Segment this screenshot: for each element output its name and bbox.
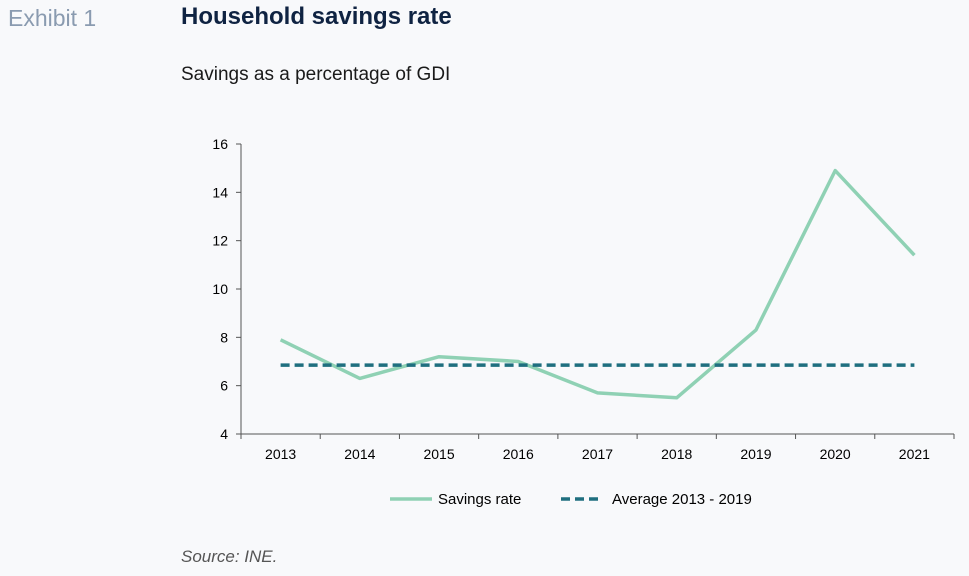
y-tick-label: 10 bbox=[212, 281, 228, 297]
chart-axes: 4 6 8 10 12 14 16 2013 2014 2015 2016 2017 2018 2019 2… bbox=[212, 136, 955, 462]
x-tick-label: 2017 bbox=[582, 446, 613, 462]
y-tick-label: 6 bbox=[220, 378, 228, 394]
chart-legend: Savings rate Average 2013 - 2019 bbox=[390, 491, 752, 508]
chart-series bbox=[279, 168, 916, 400]
x-tick-label: 2014 bbox=[344, 446, 375, 462]
x-tick-label: 2020 bbox=[820, 446, 851, 462]
chart-subtitle: Savings as a percentage of GDI bbox=[181, 64, 451, 85]
source-note: Source: INE. bbox=[181, 547, 278, 566]
legend-label: Average 2013 - 2019 bbox=[612, 491, 752, 508]
chart-title: Household savings rate bbox=[181, 3, 452, 30]
x-tick-label: 2015 bbox=[423, 446, 454, 462]
x-tick-label: 2019 bbox=[740, 446, 771, 462]
savings-rate-line bbox=[279, 168, 916, 400]
y-tick-label: 4 bbox=[220, 426, 228, 442]
y-tick-label: 16 bbox=[212, 136, 228, 152]
y-tick-label: 12 bbox=[212, 233, 228, 249]
x-tick-label: 2021 bbox=[899, 446, 930, 462]
exhibit-label: Exhibit 1 bbox=[8, 5, 97, 31]
y-tick-label: 8 bbox=[220, 329, 228, 345]
x-tick-label: 2018 bbox=[661, 446, 692, 462]
x-tick-label: 2016 bbox=[503, 446, 534, 462]
x-tick-label: 2013 bbox=[265, 446, 296, 462]
y-tick-label: 14 bbox=[212, 184, 228, 200]
legend-label: Savings rate bbox=[438, 491, 521, 508]
